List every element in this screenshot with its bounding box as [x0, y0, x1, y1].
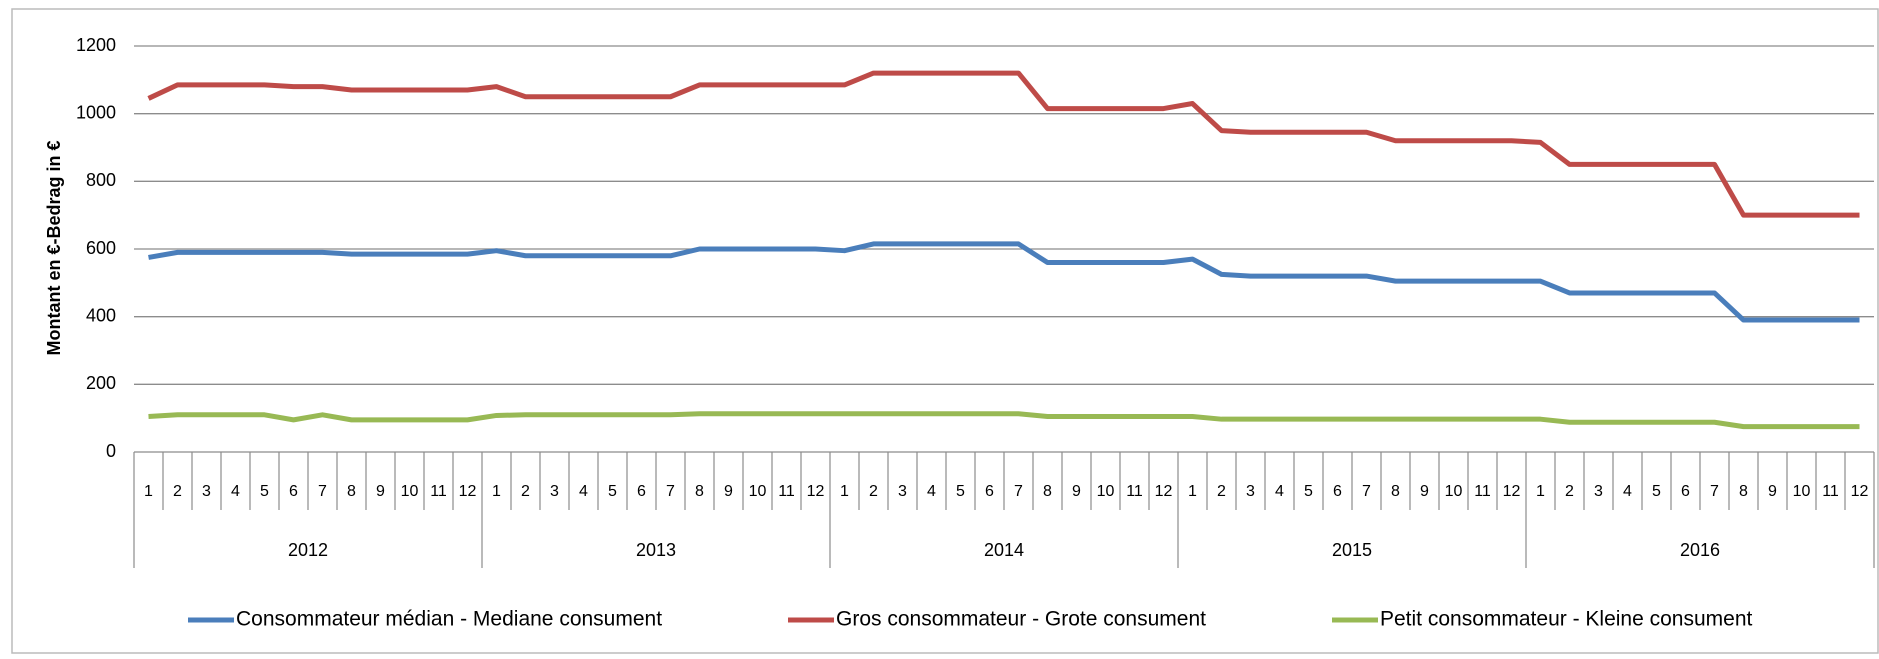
x-tick-label: 5	[1304, 483, 1313, 500]
x-tick-label: 6	[289, 483, 298, 500]
x-tick-label: 12	[1503, 483, 1521, 500]
x-tick-label: 9	[1420, 483, 1429, 500]
x-tick-label: 9	[724, 483, 733, 500]
x-tick-label: 12	[807, 483, 825, 500]
x-tick-label: 5	[1652, 483, 1661, 500]
x-tick-label: 11	[778, 483, 795, 500]
x-tick-label: 4	[1275, 483, 1284, 500]
y-tick-label: 1200	[76, 35, 116, 55]
series-line	[148, 411, 1860, 430]
x-group-label: 2016	[1680, 540, 1720, 560]
x-group-label: 2015	[1332, 540, 1372, 560]
x-tick-label: 9	[1768, 483, 1777, 500]
x-tick-label: 12	[1155, 483, 1173, 500]
x-tick-label: 11	[430, 483, 447, 500]
x-tick-label: 7	[318, 483, 327, 500]
legend-label: Gros consommateur - Grote consument	[836, 608, 1206, 631]
x-tick-label: 5	[608, 483, 617, 500]
x-tick-label: 5	[956, 483, 965, 500]
x-group-label: 2014	[984, 540, 1024, 560]
x-tick-label: 10	[1097, 483, 1115, 500]
x-tick-label: 2	[1565, 483, 1574, 500]
x-tick-label: 2	[521, 483, 530, 500]
x-tick-label: 12	[459, 483, 477, 500]
x-tick-label: 1	[840, 483, 849, 500]
x-tick-label: 11	[1474, 483, 1491, 500]
x-tick-label: 6	[1681, 483, 1690, 500]
x-tick-label: 2	[1217, 483, 1226, 500]
x-group-label: 2012	[288, 540, 328, 560]
y-tick-label: 200	[86, 373, 116, 393]
x-tick-label: 7	[1362, 483, 1371, 500]
legend-label: Petit consommateur - Kleine consument	[1380, 608, 1753, 631]
x-tick-label: 8	[1391, 483, 1400, 500]
x-tick-label: 4	[579, 483, 588, 500]
x-tick-label: 3	[550, 483, 559, 500]
x-tick-label: 11	[1126, 483, 1143, 500]
x-tick-label: 2	[173, 483, 182, 500]
y-tick-label: 0	[106, 441, 116, 461]
x-tick-label: 6	[1333, 483, 1342, 500]
x-tick-label: 8	[1739, 483, 1748, 500]
x-tick-label: 1	[144, 483, 153, 500]
y-axis-title: Montant en €-Bedrag in €	[44, 140, 64, 355]
x-tick-label: 4	[927, 483, 936, 500]
x-tick-label: 5	[260, 483, 269, 500]
x-tick-label: 8	[347, 483, 356, 500]
x-tick-label: 3	[1246, 483, 1255, 500]
chart-frame	[11, 8, 1879, 654]
x-tick-label: 1	[1188, 483, 1197, 500]
x-tick-label: 11	[1822, 483, 1839, 500]
series-line	[148, 241, 1860, 323]
x-tick-label: 4	[1623, 483, 1632, 500]
x-tick-label: 3	[898, 483, 907, 500]
x-tick-label: 7	[1014, 483, 1023, 500]
x-tick-label: 6	[637, 483, 646, 500]
x-tick-label: 10	[401, 483, 419, 500]
y-tick-label: 800	[86, 170, 116, 190]
x-tick-label: 9	[1072, 483, 1081, 500]
y-tick-label: 1000	[76, 102, 116, 122]
y-tick-label: 600	[86, 238, 116, 258]
y-tick-label: 400	[86, 305, 116, 325]
x-tick-label: 10	[1793, 483, 1811, 500]
x-tick-label: 1	[1536, 483, 1545, 500]
x-tick-label: 7	[666, 483, 675, 500]
x-tick-label: 12	[1851, 483, 1869, 500]
x-tick-label: 10	[749, 483, 767, 500]
x-tick-label: 3	[202, 483, 211, 500]
x-tick-label: 2	[869, 483, 878, 500]
x-tick-label: 4	[231, 483, 240, 500]
x-tick-label: 10	[1445, 483, 1463, 500]
x-tick-label: 3	[1594, 483, 1603, 500]
x-tick-label: 7	[1710, 483, 1719, 500]
x-tick-label: 6	[985, 483, 994, 500]
series-line	[147, 70, 1860, 218]
x-tick-label: 9	[376, 483, 385, 500]
x-tick-label: 1	[492, 483, 501, 500]
x-tick-label: 8	[695, 483, 704, 500]
legend-label: Consommateur médian - Mediane consument	[236, 608, 662, 631]
x-group-label: 2013	[636, 540, 676, 560]
x-tick-label: 8	[1043, 483, 1052, 500]
